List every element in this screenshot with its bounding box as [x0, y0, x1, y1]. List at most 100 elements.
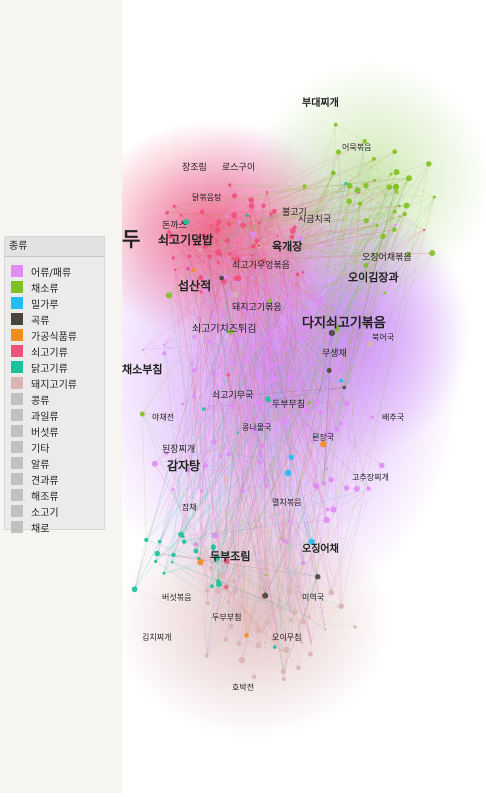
graph-node[interactable]: [314, 402, 318, 406]
graph-node[interactable]: [318, 410, 323, 415]
graph-node[interactable]: [291, 609, 297, 615]
graph-node[interactable]: [200, 209, 205, 214]
graph-node[interactable]: [252, 674, 257, 679]
legend-item[interactable]: 곡류: [5, 311, 105, 327]
graph-node[interactable]: [404, 203, 410, 209]
graph-node[interactable]: [244, 612, 246, 614]
graph-node[interactable]: [250, 232, 255, 237]
graph-node[interactable]: [144, 538, 148, 542]
graph-node[interactable]: [286, 541, 289, 544]
node-label[interactable]: 로스구이: [222, 162, 255, 173]
graph-node[interactable]: [259, 380, 263, 384]
graph-node[interactable]: [308, 340, 311, 343]
graph-node[interactable]: [290, 235, 295, 240]
graph-node[interactable]: [217, 261, 220, 264]
graph-node[interactable]: [245, 214, 248, 217]
graph-node[interactable]: [318, 300, 323, 305]
graph-node[interactable]: [234, 276, 239, 281]
graph-node[interactable]: [251, 244, 256, 249]
graph-node[interactable]: [264, 620, 269, 625]
graph-node[interactable]: [433, 196, 436, 199]
graph-node[interactable]: [399, 216, 401, 218]
legend-item[interactable]: 과일류: [5, 407, 105, 423]
graph-node[interactable]: [261, 204, 265, 208]
legend-item[interactable]: 해조류: [5, 487, 105, 503]
graph-node[interactable]: [344, 182, 347, 185]
graph-node[interactable]: [219, 572, 225, 578]
graph-node[interactable]: [363, 183, 369, 189]
graph-node[interactable]: [171, 553, 175, 557]
node-label[interactable]: 오징어채볶음: [362, 252, 412, 263]
legend-item[interactable]: 밀가루: [5, 295, 105, 311]
graph-node[interactable]: [250, 276, 253, 279]
graph-node[interactable]: [192, 335, 196, 339]
graph-node[interactable]: [264, 642, 266, 644]
graph-node[interactable]: [239, 657, 245, 663]
graph-node[interactable]: [215, 249, 221, 255]
graph-node[interactable]: [216, 579, 220, 583]
graph-node[interactable]: [215, 227, 221, 233]
node-label[interactable]: 두부부침: [212, 613, 241, 622]
graph-node[interactable]: [232, 588, 238, 594]
legend-item[interactable]: 돼지고기류: [5, 375, 105, 391]
graph-node[interactable]: [192, 395, 195, 398]
graph-node[interactable]: [392, 149, 397, 154]
graph-node[interactable]: [257, 460, 261, 464]
graph-node[interactable]: [339, 379, 343, 383]
graph-node[interactable]: [231, 579, 236, 584]
graph-node[interactable]: [263, 477, 267, 481]
graph-node[interactable]: [172, 488, 175, 491]
graph-node[interactable]: [277, 235, 279, 237]
graph-node[interactable]: [394, 184, 398, 188]
graph-node[interactable]: [395, 224, 397, 226]
node-label[interactable]: 두부조림: [210, 550, 250, 563]
node-label[interactable]: 닭볶음탕: [192, 192, 222, 202]
graph-node[interactable]: [266, 585, 269, 588]
graph-node[interactable]: [142, 349, 144, 351]
graph-node[interactable]: [326, 468, 329, 471]
graph-node[interactable]: [209, 315, 212, 318]
node-label[interactable]: 고추장찌개: [352, 472, 389, 482]
graph-node[interactable]: [208, 404, 211, 407]
graph-node[interactable]: [196, 317, 199, 320]
network-graph-canvas[interactable]: 두부대찌개쇠고기덮밥시금치국육개장쇠고기우엉볶음오이김장과섭산적다지쇠고기볶음쇠…: [122, 0, 486, 793]
legend-item[interactable]: 버섯류: [5, 423, 105, 439]
graph-node[interactable]: [242, 357, 248, 363]
graph-node[interactable]: [328, 477, 334, 483]
graph-node[interactable]: [288, 605, 290, 607]
graph-node[interactable]: [181, 403, 184, 406]
graph-node[interactable]: [379, 463, 385, 469]
graph-node[interactable]: [364, 263, 369, 268]
graph-node[interactable]: [244, 386, 247, 389]
graph-node[interactable]: [254, 239, 259, 244]
graph-node[interactable]: [210, 224, 213, 227]
node-label[interactable]: 쇠고기우엉볶음: [232, 259, 290, 271]
node-label[interactable]: 미역국: [302, 592, 324, 602]
graph-node[interactable]: [191, 268, 195, 272]
graph-node[interactable]: [194, 542, 198, 546]
graph-node[interactable]: [320, 296, 323, 299]
graph-node[interactable]: [276, 604, 279, 607]
graph-node[interactable]: [192, 368, 197, 373]
graph-node[interactable]: [152, 461, 158, 467]
graph-node[interactable]: [288, 520, 291, 523]
node-label[interactable]: 섭산적: [178, 278, 211, 293]
graph-node[interactable]: [354, 486, 360, 492]
node-label[interactable]: 된장찌개: [162, 443, 195, 455]
graph-node[interactable]: [284, 347, 286, 349]
graph-node[interactable]: [216, 219, 221, 224]
legend-item[interactable]: 닭고기류: [5, 359, 105, 375]
graph-node[interactable]: [232, 361, 237, 366]
legend-item[interactable]: 쇠고기류: [5, 343, 105, 359]
graph-node[interactable]: [338, 365, 344, 371]
graph-node[interactable]: [355, 187, 361, 193]
graph-node[interactable]: [328, 590, 334, 596]
node-label[interactable]: 두: [122, 227, 140, 251]
node-label[interactable]: 쇠고기치즈튀김: [192, 323, 256, 335]
graph-node[interactable]: [225, 214, 228, 217]
graph-node[interactable]: [165, 211, 169, 215]
graph-node[interactable]: [324, 517, 330, 523]
graph-node[interactable]: [230, 403, 235, 408]
graph-node[interactable]: [182, 535, 185, 538]
